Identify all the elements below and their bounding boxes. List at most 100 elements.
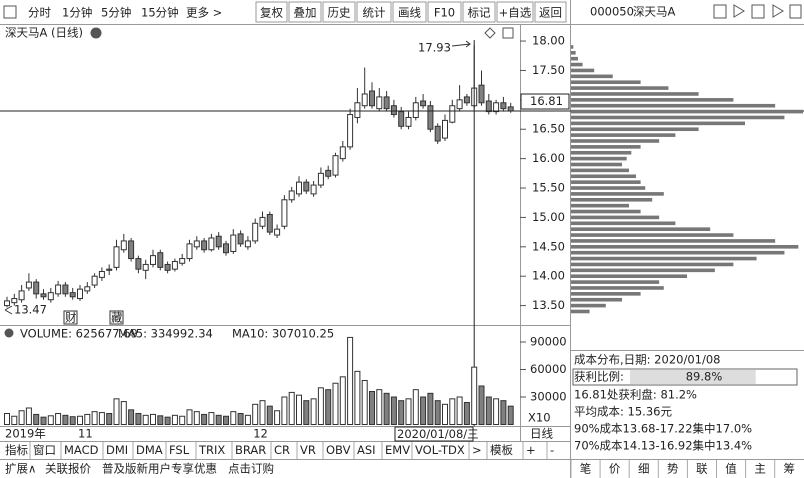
status-item[interactable]: 点击订购: [228, 462, 274, 476]
candle-body: [186, 243, 193, 260]
panel-tab[interactable]: 值: [725, 462, 737, 476]
indicator-tab[interactable]: OBV: [326, 443, 351, 457]
panel-tab[interactable]: 联: [696, 462, 708, 476]
indicator-tab[interactable]: VR: [300, 443, 316, 457]
chip-bar: [571, 115, 785, 120]
max-price-label: 17.93: [418, 41, 451, 55]
profit-value: 89.8%: [686, 370, 723, 384]
toolbar-button[interactable]: [496, 1, 534, 23]
candle-body: [252, 222, 259, 242]
chip-bar: [571, 180, 641, 184]
indicator-tab[interactable]: MACD: [64, 443, 99, 457]
volume-bar: [442, 403, 448, 426]
period-tab[interactable]: 15分钟: [141, 6, 179, 20]
indicator-tab[interactable]: 窗口: [33, 443, 56, 457]
indicator-tab[interactable]: DMA: [136, 443, 163, 457]
status-item[interactable]: 普及版新用户专享优惠: [102, 462, 217, 476]
status-item[interactable]: 扩展∧: [5, 462, 36, 476]
date-cursor-box: [394, 426, 474, 442]
candle-body: [332, 155, 339, 176]
toolbar-button[interactable]: [392, 1, 427, 23]
event-marker[interactable]: [109, 310, 124, 325]
chip-bar: [571, 250, 785, 255]
volume-tick-label: 30000: [530, 389, 567, 403]
toolbar-button[interactable]: [288, 1, 322, 23]
volume-dropdown[interactable]: [4, 328, 14, 338]
event-marker[interactable]: [63, 310, 78, 325]
volume-bar: [135, 412, 142, 426]
volume-bar: [507, 405, 514, 426]
volume-bar: [383, 392, 390, 425]
candle-body: [230, 234, 237, 253]
indicator-tab[interactable]: DMI: [106, 443, 128, 457]
toolbar-button[interactable]: [534, 1, 567, 23]
toolbar-button[interactable]: [462, 1, 496, 23]
period-tab[interactable]: 更多 >: [186, 6, 222, 20]
toolbar-button[interactable]: [255, 1, 288, 23]
chart-tools[interactable]: [484, 27, 514, 39]
candle-body: [142, 263, 149, 271]
volume-bar: [62, 414, 69, 426]
indicator-tab[interactable]: TRIX: [198, 443, 225, 457]
candle-body: [420, 100, 427, 107]
panel-tab[interactable]: 势: [667, 462, 679, 476]
period-tab[interactable]: 5分钟: [101, 6, 131, 20]
title-dropdown[interactable]: [90, 27, 102, 39]
volume-bar: [317, 387, 324, 426]
candle-body: [303, 181, 310, 192]
candle-body: [434, 125, 441, 142]
indicator-tab[interactable]: BRAR: [235, 443, 266, 457]
chip-bar: [571, 280, 660, 284]
panel-tab[interactable]: 细: [638, 462, 650, 476]
indicator-tab[interactable]: -: [550, 443, 554, 457]
volume-bar: [485, 396, 492, 426]
candle-body: [442, 119, 448, 139]
candle-body: [4, 300, 10, 307]
volume-bar: [259, 400, 266, 425]
toolbar-button[interactable]: [322, 1, 356, 23]
volume-bar: [40, 416, 47, 425]
chip-bar: [571, 274, 687, 279]
candle-body: [208, 237, 215, 251]
indicator-tab[interactable]: EMV: [385, 443, 410, 457]
candle-body: [98, 271, 105, 278]
volume-bar: [157, 415, 164, 425]
panel-tab[interactable]: 价: [609, 462, 621, 476]
panel-tab[interactable]: 筹: [783, 462, 795, 476]
candle-body: [507, 106, 514, 112]
candle-body: [361, 93, 368, 107]
candle-body: [77, 288, 83, 300]
toolbar-button[interactable]: [356, 1, 392, 23]
volume-bar: [266, 405, 273, 426]
indicator-tab[interactable]: 指标: [5, 443, 28, 457]
candle-body: [120, 240, 127, 251]
indicator-tab[interactable]: 模板: [490, 443, 513, 457]
candle-body: [383, 96, 390, 110]
indicator-tab[interactable]: VOL-TDX: [415, 443, 465, 457]
volume-bar: [4, 412, 10, 426]
panel-icons[interactable]: [713, 4, 802, 19]
candle-body: [40, 293, 47, 298]
volume-bar: [244, 414, 251, 426]
indicator-tab[interactable]: CR: [274, 443, 290, 457]
indicator-tab[interactable]: FSL: [169, 443, 190, 457]
status-item[interactable]: 关联报价: [45, 462, 91, 476]
menu-icon[interactable]: [3, 5, 17, 19]
candle-body: [463, 96, 470, 104]
candle-body: [478, 84, 485, 104]
volume-bar: [303, 400, 310, 425]
candle-body: [281, 199, 288, 227]
toolbar-button[interactable]: [427, 1, 462, 23]
volume-bar: [493, 398, 500, 425]
indicator-tab[interactable]: +: [526, 443, 536, 457]
period-tab[interactable]: 1分钟: [62, 6, 92, 20]
indicator-tab[interactable]: ASI: [357, 443, 376, 457]
period-label[interactable]: 日线: [530, 427, 553, 441]
volume-bar: [405, 398, 412, 425]
candle-body: [150, 255, 156, 265]
panel-tab[interactable]: 笔: [580, 462, 592, 476]
indicator-tab[interactable]: >: [472, 443, 482, 457]
panel-tab[interactable]: 主: [754, 462, 766, 476]
period-tab[interactable]: 分时: [28, 6, 51, 20]
